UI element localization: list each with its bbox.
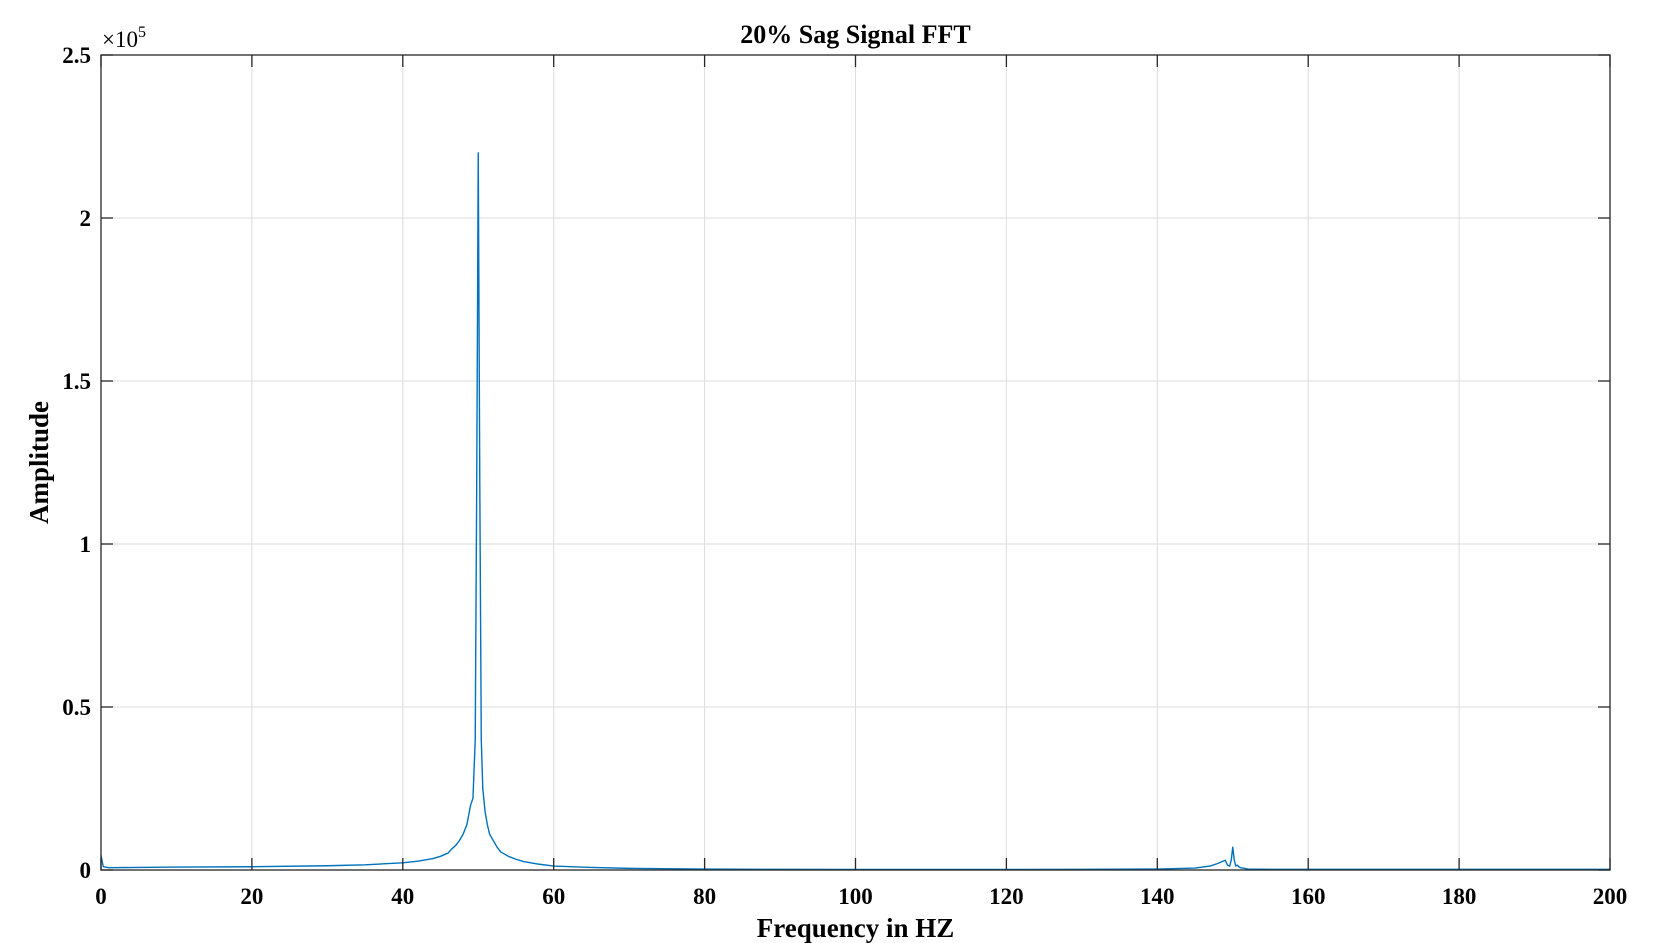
x-tick-label: 160 — [1291, 884, 1326, 909]
y-exponent-power: 5 — [138, 24, 146, 41]
y-tick-label: 0 — [80, 858, 92, 883]
x-tick-label: 80 — [693, 884, 716, 909]
y-tick-label: 1 — [80, 532, 92, 557]
x-tick-label: 100 — [838, 884, 873, 909]
series-layer — [100, 152, 1610, 871]
y-axis-exponent: ×105 — [102, 24, 146, 52]
x-tick-label: 0 — [95, 884, 107, 909]
x-tick-label: 60 — [542, 884, 565, 909]
chart-title: 20% Sag Signal FFT — [740, 20, 970, 49]
series-line — [100, 152, 1610, 871]
x-tick-label: 180 — [1442, 884, 1477, 909]
x-axis-label: Frequency in HZ — [757, 913, 955, 943]
x-tick-label: 200 — [1593, 884, 1628, 909]
grid-layer — [100, 54, 1611, 871]
y-exponent-base: ×10 — [102, 27, 138, 52]
y-axis-label: Amplitude — [24, 401, 54, 524]
x-tick-label: 40 — [391, 884, 414, 909]
tick-layer — [100, 54, 1611, 871]
x-tick-label: 140 — [1140, 884, 1175, 909]
y-tick-label: 0.5 — [62, 695, 91, 720]
tick-label-layer: 0 20 40 60 80 100 120 140 160 180 200 0 0.5 1 1.5 2 2.5 — [62, 43, 1627, 909]
y-tick-label: 2 — [80, 206, 92, 231]
x-tick-label: 20 — [240, 884, 263, 909]
x-tick-label: 120 — [989, 884, 1024, 909]
y-tick-label: 2.5 — [62, 43, 91, 68]
y-tick-label: 1.5 — [62, 369, 91, 394]
